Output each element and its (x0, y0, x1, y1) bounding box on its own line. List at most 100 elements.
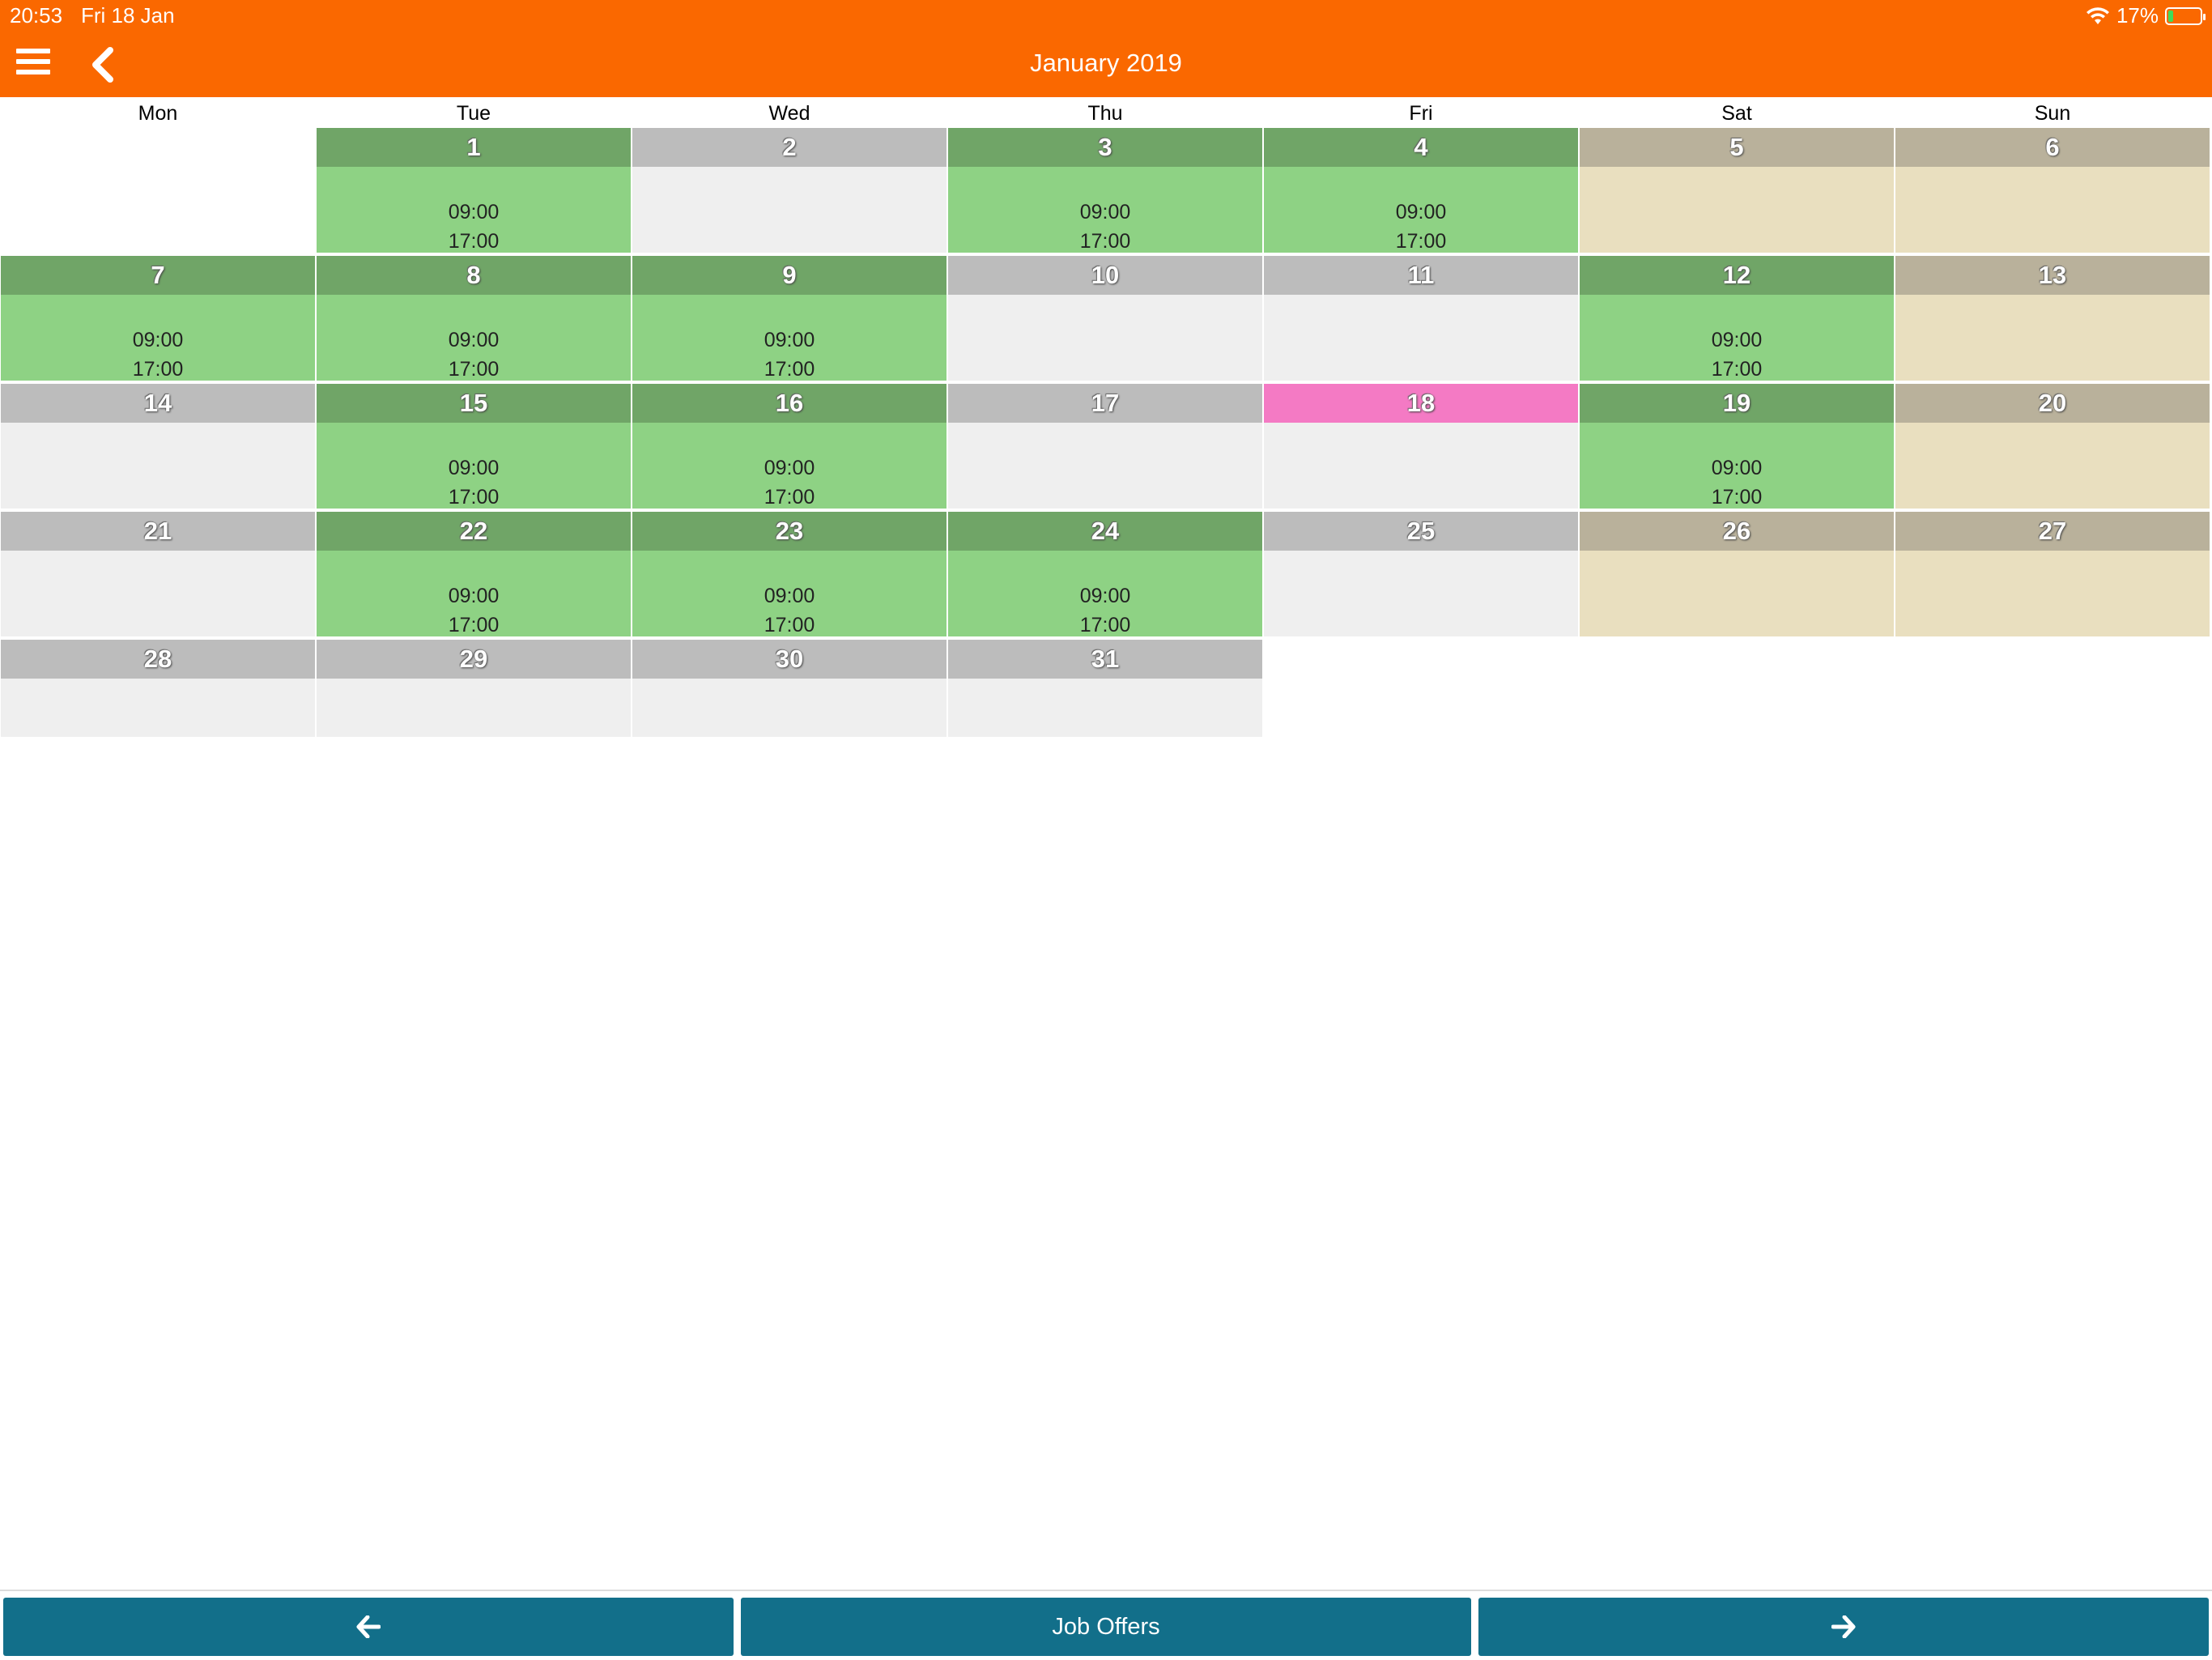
calendar-day-cell[interactable]: 16 09:00 17:00 (632, 384, 946, 510)
calendar-day-cell[interactable]: 15 09:00 17:00 (317, 384, 631, 510)
day-body (1580, 551, 1894, 636)
day-body (632, 679, 946, 737)
calendar-day-cell[interactable]: 18 (1264, 384, 1578, 510)
calendar-day-cell[interactable]: 8 09:00 17:00 (317, 256, 631, 382)
shift-end-time: 17:00 (448, 614, 500, 636)
weekday-label: Fri (1409, 102, 1433, 125)
calendar-day-cell[interactable]: 14 (1, 384, 315, 510)
calendar-day-cell[interactable]: 22 09:00 17:00 (317, 512, 631, 638)
calendar-day-cell[interactable]: 7 09:00 17:00 (1, 256, 315, 382)
calendar-day-cell[interactable]: 1 09:00 17:00 (317, 128, 631, 254)
calendar-day-cell[interactable]: 17 (948, 384, 1262, 510)
calendar-day-cell[interactable]: 28 (1, 640, 315, 737)
calendar-day-cell[interactable]: 21 (1, 512, 315, 638)
calendar-day-cell[interactable]: 19 09:00 17:00 (1580, 384, 1894, 510)
shift-times: 09:00 17:00 (632, 326, 946, 384)
wifi-icon (2086, 6, 2109, 24)
shift-start-time: 09:00 (1079, 585, 1131, 607)
previous-month-button[interactable] (3, 1598, 734, 1656)
day-number: 11 (1264, 256, 1578, 295)
calendar-day-cell[interactable]: 20 (1895, 384, 2210, 510)
footer-bar: Job Offers (0, 1590, 2212, 1660)
nav-bar: January 2019 (0, 32, 2212, 97)
calendar-day-cell[interactable]: 13 (1895, 256, 2210, 382)
job-offers-label: Job Offers (1052, 1613, 1160, 1640)
day-body: 09:00 17:00 (317, 551, 631, 636)
shift-start-time: 09:00 (764, 585, 815, 607)
calendar-day-cell[interactable]: 2 (632, 128, 946, 254)
shift-start-time: 09:00 (1079, 201, 1131, 223)
day-number: 21 (1, 512, 315, 551)
day-number: 23 (632, 512, 946, 551)
next-month-button[interactable] (1478, 1598, 2209, 1656)
page-title: January 2019 (1030, 49, 1182, 77)
day-number: 24 (948, 512, 1262, 551)
chevron-left-icon[interactable] (87, 47, 120, 83)
calendar-day-cell[interactable]: 25 (1264, 512, 1578, 638)
status-date: Fri 18 Jan (81, 3, 175, 28)
day-body: 09:00 17:00 (1, 295, 315, 381)
calendar-day-cell[interactable]: 29 (317, 640, 631, 737)
day-body: 09:00 17:00 (632, 551, 946, 636)
shift-start-time: 09:00 (448, 585, 500, 607)
weekday-label: Tue (456, 102, 491, 125)
calendar-day-cell[interactable]: 23 09:00 17:00 (632, 512, 946, 638)
shift-start-time: 09:00 (132, 329, 184, 351)
day-number: 17 (948, 384, 1262, 423)
status-right: 17% (2086, 3, 2206, 28)
day-number: 30 (632, 640, 946, 679)
day-number: 19 (1580, 384, 1894, 423)
calendar-day-cell[interactable]: 30 (632, 640, 946, 737)
calendar-day-cell[interactable]: 6 (1895, 128, 2210, 254)
calendar-day-cell[interactable]: 26 (1580, 512, 1894, 638)
hamburger-menu-icon[interactable] (16, 49, 50, 78)
weekday-label: Sun (2034, 102, 2071, 125)
calendar-day-cell[interactable]: 31 (948, 640, 1262, 737)
shift-times: 09:00 17:00 (632, 581, 946, 640)
day-body (1580, 167, 1894, 253)
day-number: 2 (632, 128, 946, 167)
shift-times: 09:00 17:00 (948, 198, 1262, 256)
day-body: 09:00 17:00 (948, 551, 1262, 636)
weekday-label: Mon (138, 102, 178, 125)
day-number: 15 (317, 384, 631, 423)
arrow-right-icon (1831, 1615, 1856, 1638)
shift-end-time: 17:00 (764, 614, 815, 636)
shift-times: 09:00 17:00 (632, 453, 946, 512)
shift-start-time: 09:00 (448, 329, 500, 351)
shift-end-time: 17:00 (1079, 614, 1131, 636)
shift-times: 09:00 17:00 (1, 326, 315, 384)
calendar-day-cell[interactable]: 9 09:00 17:00 (632, 256, 946, 382)
day-number: 7 (1, 256, 315, 295)
day-number: 8 (317, 256, 631, 295)
shift-start-time: 09:00 (448, 201, 500, 223)
shift-times: 09:00 17:00 (317, 326, 631, 384)
day-number: 20 (1895, 384, 2210, 423)
calendar-day-cell[interactable]: 24 09:00 17:00 (948, 512, 1262, 638)
calendar-day-cell[interactable]: 12 09:00 17:00 (1580, 256, 1894, 382)
calendar-day-cell[interactable]: 3 09:00 17:00 (948, 128, 1262, 254)
day-body (1, 679, 315, 737)
weekday-label: Wed (768, 102, 810, 125)
shift-times: 09:00 17:00 (1264, 198, 1578, 256)
calendar-day-cell[interactable]: 27 (1895, 512, 2210, 638)
calendar-day-cell[interactable]: 4 09:00 17:00 (1264, 128, 1578, 254)
weekday-label: Sat (1721, 102, 1752, 125)
shift-end-time: 17:00 (1711, 486, 1763, 509)
day-body (317, 679, 631, 737)
job-offers-button[interactable]: Job Offers (741, 1598, 1471, 1656)
day-number: 28 (1, 640, 315, 679)
shift-start-time: 09:00 (448, 457, 500, 479)
shift-start-time: 09:00 (1395, 201, 1447, 223)
day-body (1, 423, 315, 509)
shift-start-time: 09:00 (764, 457, 815, 479)
day-body (1895, 551, 2210, 636)
calendar-day-cell[interactable]: 10 (948, 256, 1262, 382)
calendar-day-cell[interactable]: 11 (1264, 256, 1578, 382)
day-body (948, 295, 1262, 381)
calendar-day-cell[interactable]: 5 (1580, 128, 1894, 254)
day-number: 31 (948, 640, 1262, 679)
day-number: 6 (1895, 128, 2210, 167)
day-body: 09:00 17:00 (948, 167, 1262, 253)
shift-end-time: 17:00 (132, 358, 184, 381)
